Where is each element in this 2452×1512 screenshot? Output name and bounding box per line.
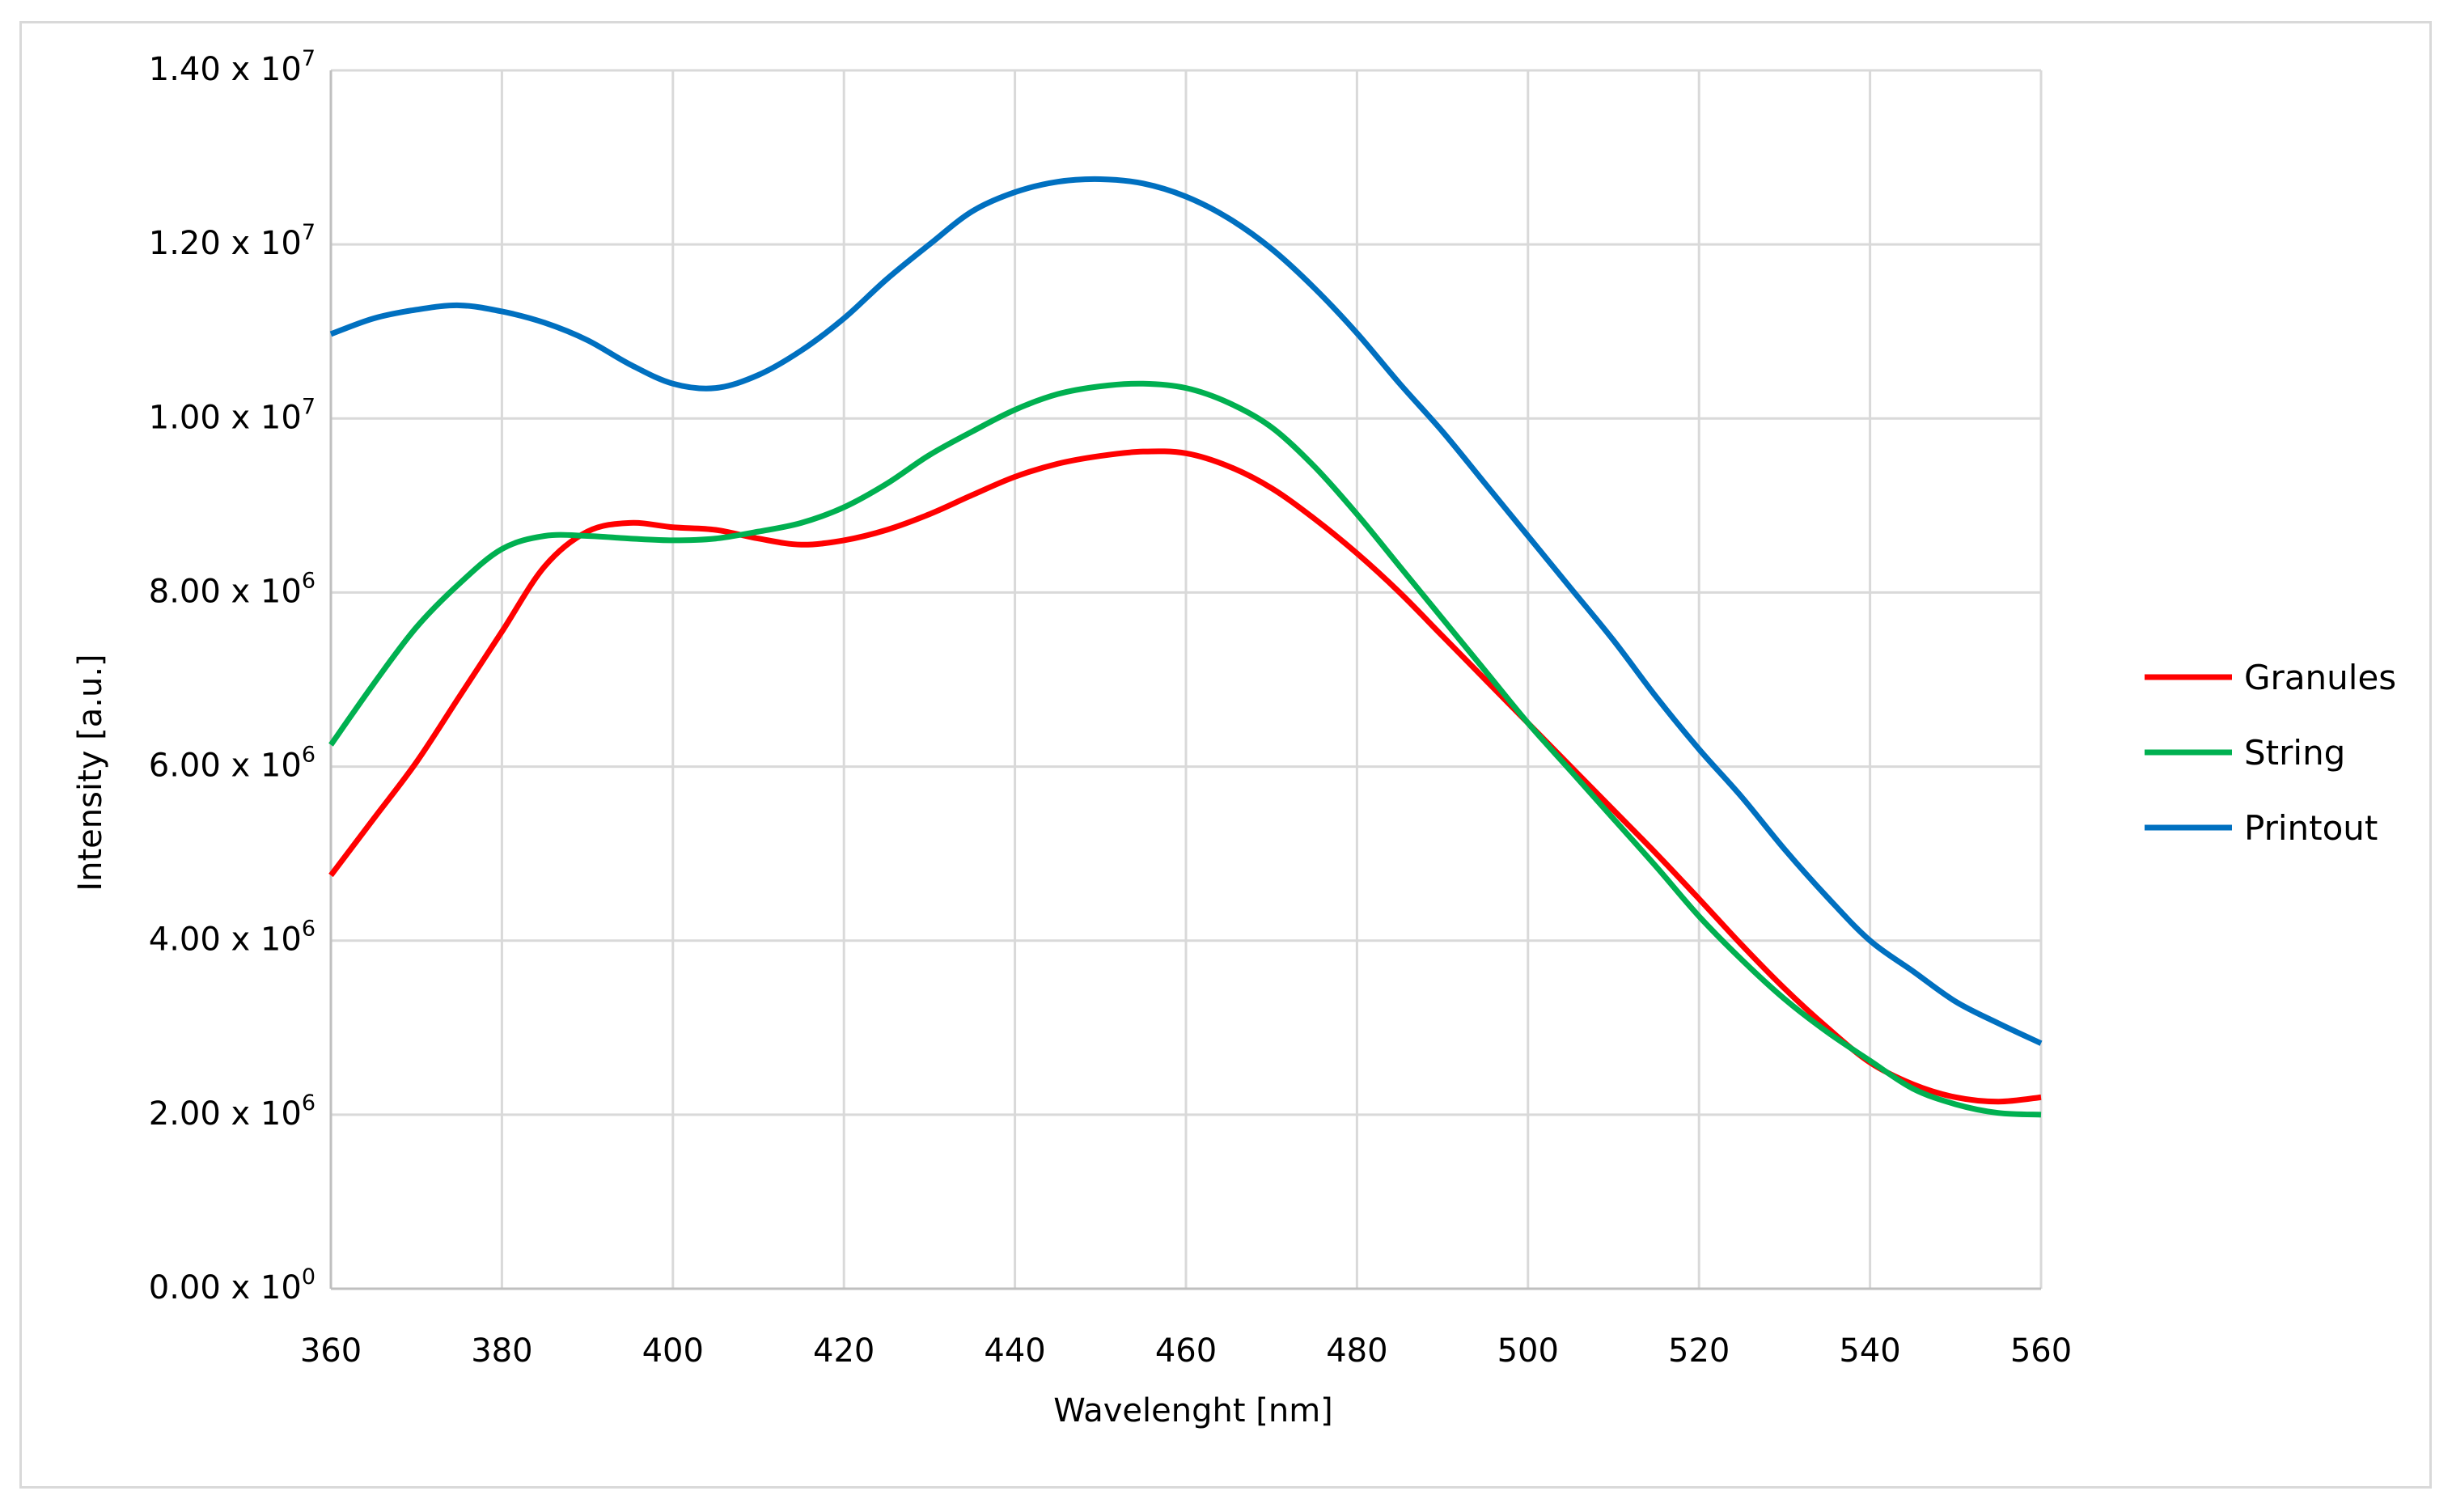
x-tick-label: 560 bbox=[2010, 1332, 2072, 1370]
legend-label-granules: Granules bbox=[2244, 658, 2396, 697]
y-tick-label: 1.40 x 107 bbox=[149, 46, 315, 88]
legend-label-printout: Printout bbox=[2244, 808, 2378, 848]
y-axis-title: Intensity [a.u.] bbox=[72, 654, 109, 891]
y-tick-exponent: 7 bbox=[302, 220, 315, 245]
y-tick-mantissa: 4.00 x 10 bbox=[149, 921, 302, 959]
y-tick-mantissa: 1.20 x 10 bbox=[149, 225, 302, 262]
y-tick-label: 6.00 x 106 bbox=[149, 743, 315, 785]
y-tick-mantissa: 0.00 x 10 bbox=[149, 1269, 302, 1307]
x-tick-label: 520 bbox=[1668, 1332, 1730, 1370]
y-tick-mantissa: 2.00 x 10 bbox=[149, 1095, 302, 1133]
x-tick-label: 360 bbox=[300, 1332, 362, 1370]
axes bbox=[329, 70, 2041, 1290]
data-series bbox=[328, 176, 2043, 1118]
x-axis-title: Wavelenght [nm] bbox=[1053, 1392, 1333, 1429]
y-tick-exponent: 6 bbox=[302, 743, 315, 768]
series-line-printout bbox=[329, 176, 2043, 1046]
y-tick-exponent: 6 bbox=[302, 568, 315, 593]
y-tick-label: 0.00 x 100 bbox=[149, 1264, 315, 1307]
y-tick-label: 1.00 x 107 bbox=[149, 394, 315, 436]
y-tick-label: 4.00 x 106 bbox=[149, 917, 315, 959]
x-tick-label: 440 bbox=[984, 1332, 1045, 1370]
y-tick-label: 1.20 x 107 bbox=[149, 220, 315, 262]
x-tick-label: 400 bbox=[642, 1332, 704, 1370]
x-tick-label: 420 bbox=[813, 1332, 875, 1370]
x-tick-labels: 360 380 400 420 440 460 480 500 520 540 560 bbox=[300, 1332, 2072, 1370]
legend-label-string: String bbox=[2244, 733, 2345, 773]
x-tick-label: 540 bbox=[1839, 1332, 1900, 1370]
y-tick-mantissa: 8.00 x 10 bbox=[149, 573, 302, 610]
y-tick-exponent: 7 bbox=[302, 46, 315, 71]
x-tick-label: 460 bbox=[1155, 1332, 1217, 1370]
y-tick-exponent: 6 bbox=[302, 917, 315, 942]
y-tick-exponent: 6 bbox=[302, 1091, 315, 1116]
series-line-granules bbox=[328, 448, 2042, 1105]
legend: Granules String Printout bbox=[2145, 658, 2396, 848]
x-tick-label: 480 bbox=[1326, 1332, 1387, 1370]
y-tick-exponent: 7 bbox=[302, 394, 315, 419]
x-tick-label: 500 bbox=[1497, 1332, 1559, 1370]
y-tick-exponent: 0 bbox=[302, 1264, 315, 1290]
x-tick-label: 380 bbox=[471, 1332, 532, 1370]
grid-lines bbox=[331, 69, 2043, 1289]
y-tick-mantissa: 1.00 x 10 bbox=[149, 399, 302, 436]
y-tick-mantissa: 6.00 x 10 bbox=[149, 748, 302, 785]
y-tick-mantissa: 1.40 x 10 bbox=[149, 51, 302, 88]
series-line-string bbox=[328, 380, 2042, 1118]
y-tick-label: 2.00 x 106 bbox=[149, 1091, 315, 1133]
y-tick-label: 8.00 x 106 bbox=[149, 568, 315, 610]
figure-frame bbox=[19, 21, 2432, 1489]
